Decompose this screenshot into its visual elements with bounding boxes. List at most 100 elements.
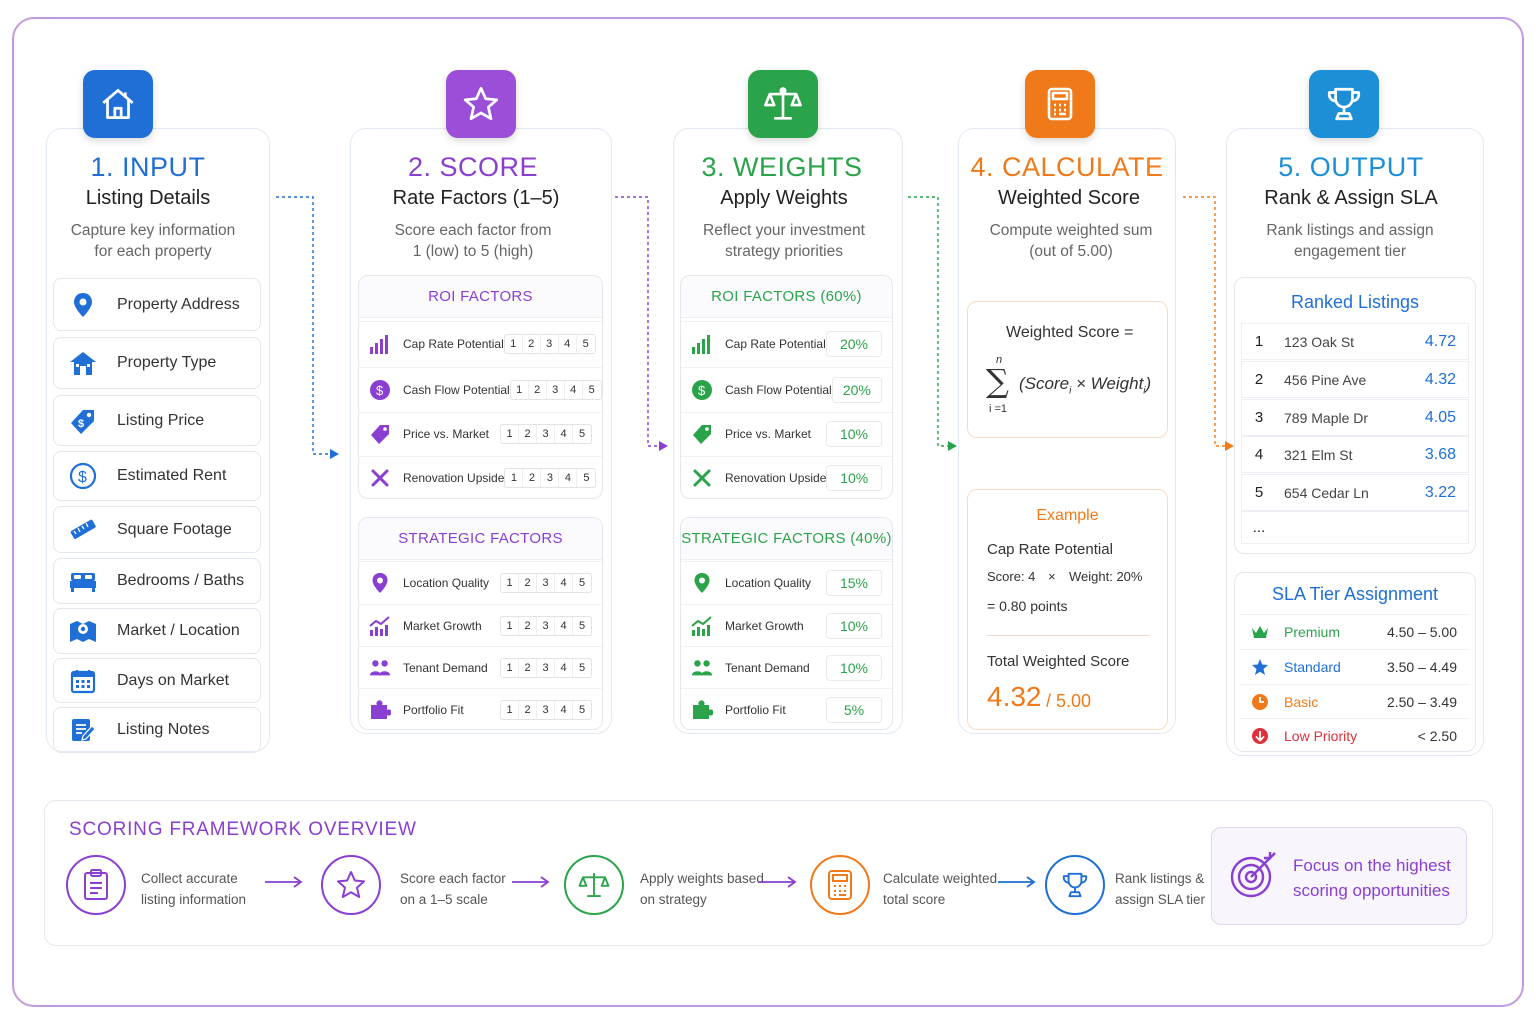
rating-5[interactable]: 5 (583, 472, 590, 484)
rating-2[interactable]: 2 (519, 658, 537, 677)
rating-5[interactable]: 5 (578, 428, 586, 440)
sla-tier-card: SLA Tier Assignment (1234, 572, 1476, 752)
rating-3[interactable]: 3 (541, 469, 560, 487)
scales-icon (748, 70, 818, 138)
rating-1[interactable]: 1 (501, 425, 519, 443)
overview-step-3-text: Apply weights based on strategy (640, 871, 764, 907)
listing-score: 3.68 (1424, 445, 1456, 463)
rating-2[interactable]: 2 (529, 380, 547, 399)
ranked-row-2[interactable]: 2 456 Pine Ave 4.32 (1241, 361, 1469, 398)
input-days-on-market[interactable]: Days on Market (53, 658, 261, 703)
rating-3[interactable]: 3 (541, 334, 559, 353)
rating-2[interactable]: 2 (523, 469, 542, 487)
factor-label: Renovation Upside (725, 471, 827, 485)
example-title: Example (1036, 507, 1099, 524)
rating-4[interactable]: 4 (555, 573, 573, 592)
rating-4[interactable]: 4 (555, 616, 573, 635)
weight-value[interactable]: 10% (826, 421, 882, 447)
rating-4[interactable]: 4 (559, 469, 578, 487)
rating-4[interactable]: 4 (555, 658, 573, 677)
rating-3[interactable]: 3 (537, 700, 555, 719)
rating-1[interactable]: 1 (501, 573, 519, 592)
ranked-row-3[interactable]: 3 789 Maple Dr 4.05 (1241, 399, 1469, 436)
rating-5[interactable]: 5 (588, 383, 595, 396)
weight-value[interactable]: 15% (826, 569, 882, 596)
rating-4[interactable]: 4 (565, 380, 583, 399)
rating-4[interactable]: 4 (559, 334, 577, 353)
input-square-footage[interactable]: Square Footage (53, 506, 261, 553)
bar-chart-icon (369, 333, 391, 355)
weight-value[interactable]: 10% (826, 654, 882, 681)
rating-2[interactable]: 2 (519, 700, 537, 719)
rating-2[interactable]: 2 (519, 425, 537, 443)
weight-value[interactable]: 20% (826, 330, 882, 357)
input-market-location[interactable]: Market / Location (53, 608, 261, 654)
scales-icon (564, 855, 624, 915)
rating-5[interactable]: 5 (578, 703, 586, 716)
example-factor: Cap Rate Potential (987, 541, 1113, 558)
rating-3[interactable]: 3 (537, 616, 555, 635)
step-4-desc-1: Compute weighted sum (989, 222, 1153, 239)
weight-row-price-vs-market: Price vs. Market 10% (681, 412, 892, 455)
rating-3[interactable]: 3 (547, 380, 565, 399)
ranked-row-4[interactable]: 4 321 Elm St 3.68 (1241, 436, 1469, 473)
input-property-type[interactable]: Property Type (53, 337, 261, 389)
rating-1[interactable]: 1 (505, 334, 523, 353)
rating-4[interactable]: 4 (555, 700, 573, 719)
overview-title: SCORING FRAMEWORK OVERVIEW (69, 819, 417, 840)
rank-number: 3 (1254, 409, 1264, 426)
rating-3[interactable]: 3 (537, 573, 555, 592)
input-estimated-rent[interactable]: $ Estimated Rent (53, 451, 261, 501)
weight-value[interactable]: 20% (831, 376, 882, 403)
rating-3[interactable]: 3 (537, 658, 555, 677)
rating-5[interactable]: 5 (578, 576, 586, 589)
weight-value[interactable]: 5% (826, 696, 882, 723)
divider (987, 635, 1150, 636)
rating-1[interactable]: 1 (511, 380, 529, 399)
input-listing-price[interactable]: $ Listing Price (53, 395, 261, 446)
weight-value[interactable]: 10% (826, 612, 882, 639)
ranked-row-5[interactable]: 5 654 Cedar Ln 3.22 (1241, 474, 1469, 511)
rating-4[interactable]: 4 (555, 425, 573, 443)
rating-5[interactable]: 5 (578, 619, 586, 632)
rating-1[interactable]: 1 (501, 658, 519, 677)
rating-5[interactable]: 5 (582, 337, 589, 350)
input-listing-notes[interactable]: Listing Notes (53, 707, 261, 753)
rating-3[interactable]: 3 (537, 425, 555, 443)
map-icon (67, 617, 99, 645)
input-property-address[interactable]: Property Address (53, 278, 261, 331)
rating-5[interactable]: 5 (578, 661, 586, 674)
rating-1[interactable]: 1 (501, 616, 519, 635)
rating-2[interactable]: 2 (519, 573, 537, 592)
step-4-title: 4. CALCULATE (970, 152, 1164, 182)
ranked-row-1[interactable]: 1 123 Oak St 4.72 (1241, 323, 1469, 360)
arrow-right-icon (512, 876, 550, 888)
factor-label: Renovation Upside (403, 471, 505, 485)
rating-1[interactable]: 1 (505, 469, 524, 487)
rating-1[interactable]: 1 (501, 700, 519, 719)
input-bedrooms-baths[interactable]: Bedrooms / Baths (53, 558, 261, 604)
weight-value[interactable]: 10% (826, 465, 882, 491)
bar-chart-icon (691, 333, 713, 355)
rating-2[interactable]: 2 (519, 616, 537, 635)
focus-line-2: scoring opportunities (1293, 881, 1450, 900)
rating-2[interactable]: 2 (523, 334, 541, 353)
